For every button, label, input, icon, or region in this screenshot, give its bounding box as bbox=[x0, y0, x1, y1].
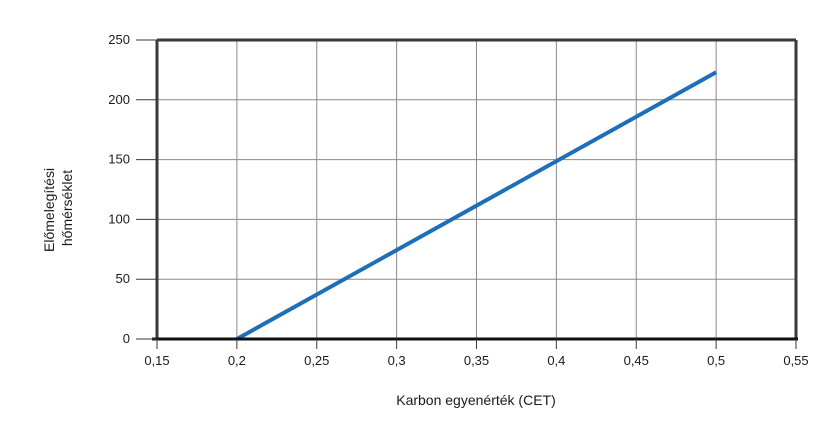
y-tick-labels: 0 50 100 150 200 250 bbox=[108, 32, 130, 346]
x-tick-labels: 0,15 0,2 0,25 0,3 0,35 0,4 0,45 0,5 0,55 bbox=[144, 353, 808, 368]
y-tick-label: 150 bbox=[108, 152, 130, 167]
x-axis-title: Karbon egyenérték (CET) bbox=[396, 392, 556, 408]
x-tick-label: 0,35 bbox=[464, 353, 489, 368]
y-axis-title-line-1: Előmelegítési bbox=[41, 168, 57, 252]
x-tick-label: 0,5 bbox=[707, 353, 725, 368]
y-tick-label: 250 bbox=[108, 32, 130, 47]
series-layer bbox=[235, 70, 718, 341]
x-tick-label: 0,3 bbox=[388, 353, 406, 368]
grid-lines bbox=[157, 40, 796, 339]
y-axis-title: Előmelegítési hőmérséklet bbox=[41, 164, 75, 252]
y-tick-label: 50 bbox=[116, 271, 130, 286]
x-tick-label: 0,4 bbox=[547, 353, 565, 368]
x-tick-label: 0,45 bbox=[624, 353, 649, 368]
x-tick-label: 0,2 bbox=[228, 353, 246, 368]
x-tick-label: 0,55 bbox=[783, 353, 808, 368]
x-tick-label: 0,15 bbox=[144, 353, 169, 368]
axes bbox=[136, 38, 798, 349]
y-tick-label: 100 bbox=[108, 211, 130, 226]
y-tick-label: 0 bbox=[123, 331, 130, 346]
series-line bbox=[235, 70, 718, 341]
y-axis-title-line-2: hőmérséklet bbox=[59, 170, 75, 246]
y-tick-label: 200 bbox=[108, 92, 130, 107]
x-tick-label: 0,25 bbox=[304, 353, 329, 368]
